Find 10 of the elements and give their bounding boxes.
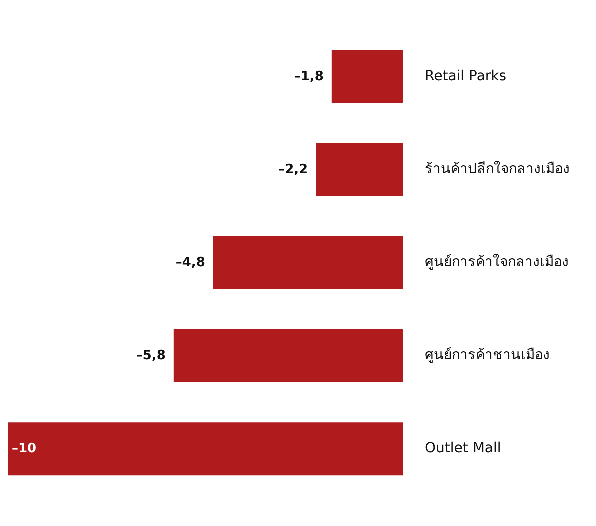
y-tick-label: Outlet Mall [425,440,502,457]
data-label: –4,8 [176,255,206,270]
y-tick-label: ร้านค้าปลีกใจกลางเมือง [425,160,570,178]
y-tick-label: Retail Parks [425,68,507,85]
data-label: –1,8 [294,69,324,84]
data-label: –2,2 [278,162,308,178]
data-label: –10 [12,441,37,456]
y-tick-label: ศูนย์การค้าชานเมือง [425,346,550,364]
data-label: –5,8 [136,348,166,364]
y-tick-label: ศูนย์การค้าใจกลางเมือง [425,254,569,271]
